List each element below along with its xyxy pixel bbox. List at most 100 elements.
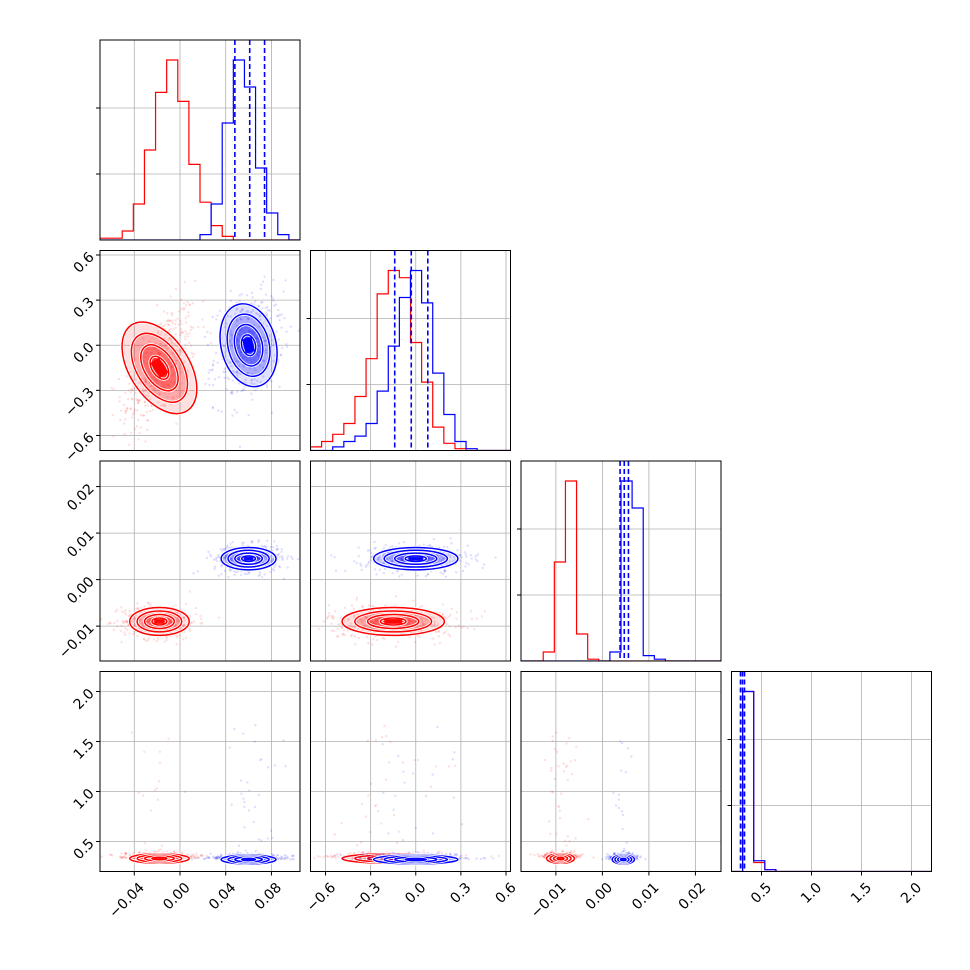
contour-line xyxy=(372,546,459,571)
sample-point xyxy=(497,854,500,858)
sample-point xyxy=(171,397,175,400)
sample-point xyxy=(168,319,171,322)
sample-point xyxy=(374,620,377,624)
sample-point xyxy=(195,857,199,860)
sample-point xyxy=(235,324,238,328)
sample-point xyxy=(224,555,228,558)
sample-point xyxy=(334,569,338,572)
sample-point xyxy=(235,390,239,393)
sample-point xyxy=(283,854,287,857)
sample-point xyxy=(355,598,358,601)
sample-point xyxy=(277,857,280,860)
sample-point xyxy=(235,308,238,311)
sample-point xyxy=(174,319,177,322)
sample-point xyxy=(142,389,145,392)
sample-point xyxy=(550,850,553,854)
sample-point xyxy=(273,764,277,767)
sample-point xyxy=(114,610,117,613)
sample-point xyxy=(280,855,283,858)
y-tick-label: 2.0 xyxy=(71,686,98,713)
sample-point xyxy=(283,857,286,861)
sample-point xyxy=(411,772,415,775)
density-contours-0 xyxy=(128,605,191,638)
sample-point xyxy=(159,848,162,851)
sample-point xyxy=(567,736,571,740)
sample-point xyxy=(215,556,218,559)
sample-point xyxy=(230,342,233,346)
sample-point xyxy=(223,558,226,561)
sample-point xyxy=(207,377,210,380)
sample-point xyxy=(324,854,327,858)
sample-point xyxy=(253,382,256,386)
sample-point xyxy=(423,623,426,626)
sample-point xyxy=(236,557,240,561)
sample-point xyxy=(238,329,241,332)
sample-point xyxy=(144,379,147,383)
sample-point xyxy=(229,569,233,572)
y-tick-label: −0.6 xyxy=(62,430,97,465)
sample-point xyxy=(389,740,392,744)
panel-content xyxy=(100,40,300,240)
sample-point xyxy=(194,612,198,616)
sample-point xyxy=(220,549,224,553)
sample-point xyxy=(491,857,495,860)
sample-point xyxy=(361,852,365,856)
sample-point xyxy=(227,575,230,579)
sample-point xyxy=(396,570,399,573)
sample-point xyxy=(375,573,378,576)
sample-point xyxy=(110,854,114,857)
sample-point xyxy=(551,739,555,743)
sample-point xyxy=(144,404,147,407)
sample-point xyxy=(212,558,216,561)
sample-point xyxy=(326,855,330,858)
sample-point xyxy=(207,371,210,374)
sample-point xyxy=(275,314,279,318)
sample-point xyxy=(200,853,203,857)
sample-point xyxy=(230,390,234,393)
sample-point xyxy=(437,635,440,638)
sample-point xyxy=(247,414,250,417)
sample-point xyxy=(229,361,232,365)
sample-point xyxy=(222,557,226,560)
sample-point xyxy=(464,565,467,568)
sample-point xyxy=(297,329,300,333)
sample-point xyxy=(130,387,134,391)
sample-point xyxy=(195,854,198,858)
sample-point xyxy=(330,629,334,632)
sample-point xyxy=(581,852,584,856)
sample-point xyxy=(247,317,250,321)
sample-point xyxy=(123,422,126,425)
sample-point xyxy=(257,304,260,308)
sample-point xyxy=(158,352,162,355)
scatter-series-0 xyxy=(313,724,500,860)
sample-point xyxy=(167,361,170,364)
sample-point xyxy=(174,333,177,336)
sample-point xyxy=(375,618,378,621)
sample-point xyxy=(339,852,342,856)
sample-point xyxy=(431,637,435,640)
sample-point xyxy=(375,638,379,642)
sample-point xyxy=(137,438,140,441)
sample-point xyxy=(128,382,131,385)
sample-point xyxy=(452,796,456,799)
sample-point xyxy=(533,854,536,857)
sample-point xyxy=(123,631,126,634)
sample-point xyxy=(374,546,377,550)
sample-point xyxy=(166,347,169,350)
sample-point xyxy=(562,762,565,765)
sample-point xyxy=(318,855,322,859)
sample-point xyxy=(326,615,330,619)
sample-point xyxy=(357,546,360,549)
sample-point xyxy=(476,559,479,563)
sample-point xyxy=(162,383,166,386)
sample-point xyxy=(219,853,223,857)
sample-point xyxy=(108,853,112,856)
sample-point xyxy=(139,413,143,417)
sample-point xyxy=(543,853,547,856)
sample-point xyxy=(144,380,147,384)
sample-point xyxy=(211,364,215,367)
sample-point xyxy=(286,856,290,859)
sample-point xyxy=(153,638,156,641)
sample-point xyxy=(139,619,142,622)
sample-point xyxy=(454,625,457,629)
